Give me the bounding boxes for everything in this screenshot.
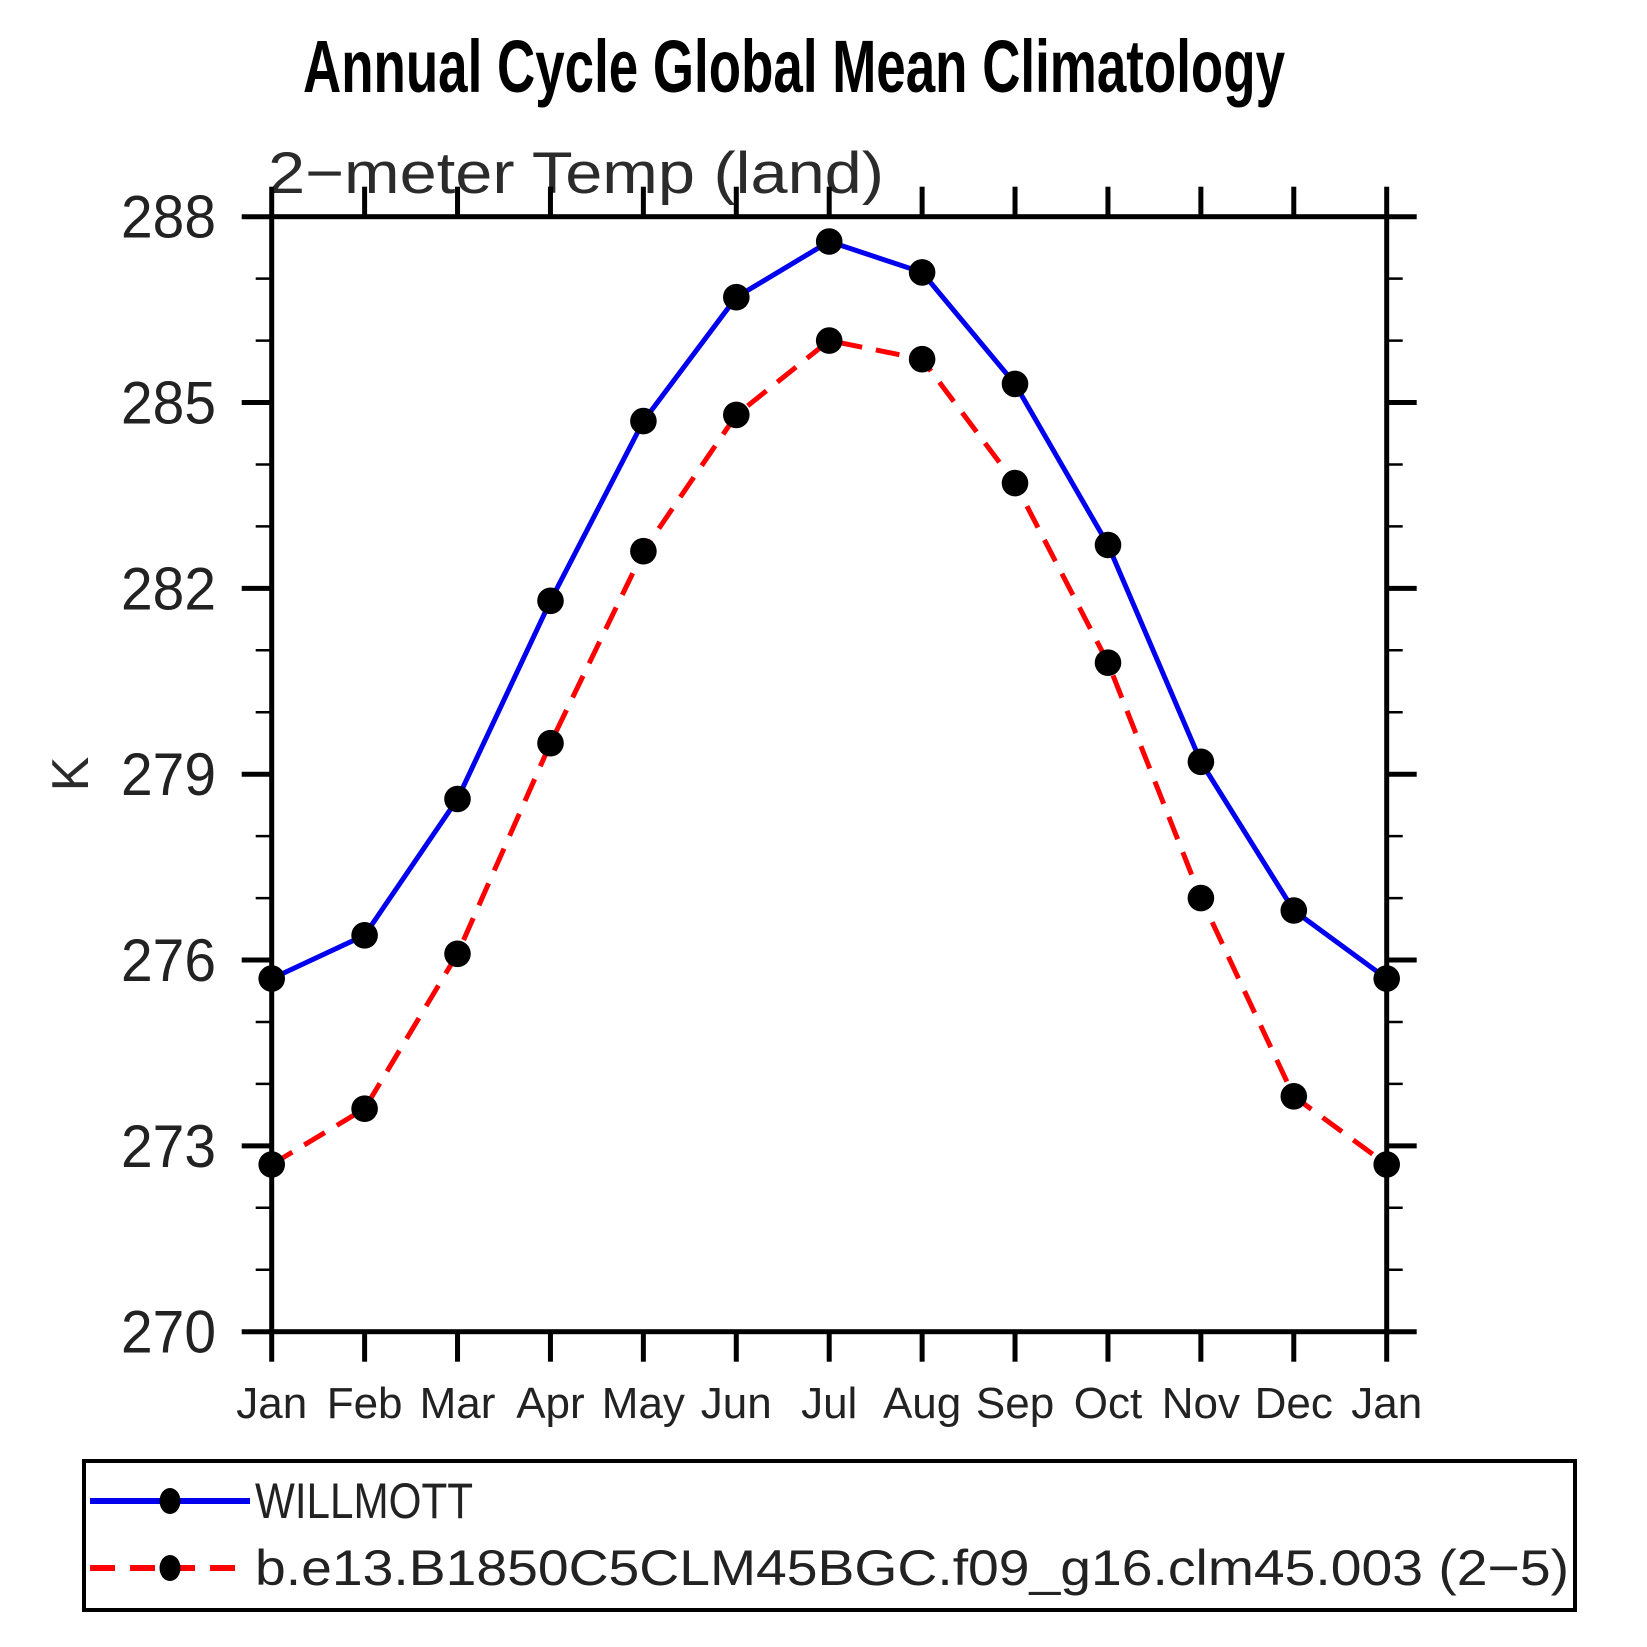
data-point-1-8 — [1001, 469, 1029, 497]
data-point-0-9 — [1094, 531, 1122, 559]
data-point-1-11 — [1280, 1083, 1308, 1110]
x-tick-label-12: Jan — [1351, 1379, 1422, 1428]
y-tick-label-279: 279 — [121, 741, 216, 808]
data-point-0-11 — [1280, 897, 1308, 924]
y-tick-label-282: 282 — [121, 555, 216, 622]
y-tick-label-288: 288 — [121, 184, 216, 251]
plot-frame — [269, 214, 1390, 1335]
data-point-0-7 — [908, 259, 936, 286]
data-point-1-9 — [1094, 649, 1122, 676]
series-lines — [258, 228, 1400, 1178]
data-point-1-1 — [351, 1095, 378, 1122]
data-point-1-2 — [444, 940, 471, 968]
data-point-1-10 — [1187, 884, 1215, 912]
data-point-0-2 — [444, 785, 471, 813]
x-tick-label-6: Jul — [801, 1379, 857, 1428]
y-tick-label-276: 276 — [121, 927, 216, 994]
y-axis-label: K — [42, 756, 100, 791]
x-tick-label-11: Dec — [1255, 1379, 1333, 1428]
legend: WILLMOTT b.e13.B1850C5CLM45BGC.f09_g16.c… — [82, 1459, 1577, 1612]
data-point-1-0 — [258, 1151, 286, 1178]
y-tick-label-270: 270 — [121, 1299, 216, 1366]
chart-title: Annual Cycle Global Mean Climatology — [303, 25, 1285, 108]
data-point-0-5 — [723, 283, 750, 311]
legend-marker-model — [159, 1555, 181, 1581]
data-point-0-12 — [1373, 965, 1400, 992]
x-tick-label-3: Apr — [516, 1379, 584, 1428]
data-point-1-5 — [723, 401, 750, 429]
chart-subtitle: 2−meter Temp (land) — [268, 141, 884, 206]
axes: 288 285 282 279 276 273 270 Jan Feb Mar Apr May Jun J… — [121, 184, 1422, 1428]
x-tick-label-8: Sep — [976, 1379, 1054, 1428]
data-point-0-1 — [351, 922, 378, 949]
y-tick-label-273: 273 — [121, 1113, 216, 1180]
legend-label-model: b.e13.B1850C5CLM45BGC.f09_g16.clm45.003 … — [255, 1540, 1569, 1596]
data-point-1-7 — [908, 345, 936, 373]
x-tick-label-1: Feb — [327, 1379, 403, 1428]
data-point-0-4 — [630, 407, 657, 435]
data-point-0-10 — [1187, 748, 1215, 776]
data-point-0-8 — [1001, 370, 1029, 398]
data-point-1-6 — [815, 327, 843, 354]
legend-box — [82, 1459, 1577, 1612]
x-tick-label-2: Mar — [420, 1379, 496, 1428]
data-point-0-6 — [815, 228, 843, 255]
data-point-1-4 — [630, 537, 657, 565]
x-tick-label-7: Aug — [883, 1379, 961, 1428]
x-tick-label-0: Jan — [236, 1379, 307, 1428]
series-line-1 — [270, 337, 1389, 1167]
x-tick-label-5: Jun — [701, 1379, 772, 1428]
x-tick-label-10: Nov — [1162, 1379, 1240, 1428]
x-tick-label-9: Oct — [1074, 1379, 1142, 1428]
data-point-1-3 — [537, 729, 564, 757]
legend-marker-willmott — [159, 1488, 181, 1514]
x-tick-label-4: May — [602, 1379, 685, 1428]
data-point-0-3 — [537, 587, 564, 615]
y-tick-label-285: 285 — [121, 370, 216, 437]
data-point-0-0 — [258, 965, 286, 992]
legend-label-willmott: WILLMOTT — [255, 1473, 473, 1529]
data-point-1-12 — [1373, 1151, 1400, 1178]
